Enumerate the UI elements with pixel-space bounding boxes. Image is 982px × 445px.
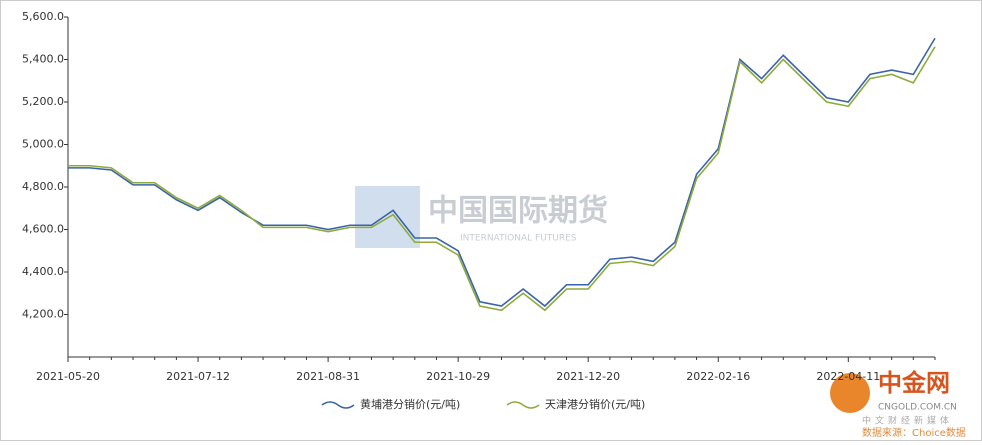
legend-label: 天津港分销价(元/吨): [545, 397, 645, 411]
source: 数据来源：Choice数据: [862, 426, 966, 439]
series-line: [68, 37, 936, 308]
y-tick-label: 5,600.0: [22, 10, 64, 23]
watermark-logo: [355, 186, 420, 248]
x-tick-label: 2022-02-16: [686, 370, 750, 383]
logo-url: CNGOLD.COM.CN: [878, 403, 957, 413]
y-tick-label: 5,400.0: [22, 53, 64, 66]
y-tick-label: 4,800.0: [22, 180, 64, 193]
x-tick-label: 2021-10-29: [426, 370, 490, 383]
logo-icon: [830, 373, 870, 413]
y-tick-label: 4,400.0: [22, 265, 64, 278]
logo: 中金网: [878, 369, 950, 397]
logo-slogan: 中文财经新媒体: [862, 415, 953, 427]
watermark: 中国国际期货: [428, 194, 608, 229]
legend-swatch: [506, 401, 540, 409]
x-tick-label: 2022-04-11: [816, 370, 880, 383]
x-tick-label: 2021-07-12: [166, 370, 230, 383]
y-tick-label: 4,200.0: [22, 308, 64, 321]
y-tick-label: 5,000.0: [22, 138, 64, 151]
x-tick-label: 2021-08-31: [296, 370, 360, 383]
y-tick-label: 5,200.0: [22, 95, 64, 108]
x-tick-label: 2021-05-20: [36, 370, 100, 383]
legend-swatch: [321, 401, 355, 409]
series-line: [68, 46, 936, 312]
x-tick-label: 2021-12-20: [556, 370, 620, 383]
watermark-sub: INTERNATIONAL FUTURES: [460, 234, 577, 244]
legend-label: 黄埔港分销价(元/吨): [360, 397, 460, 411]
y-tick-label: 4,600.0: [22, 223, 64, 236]
